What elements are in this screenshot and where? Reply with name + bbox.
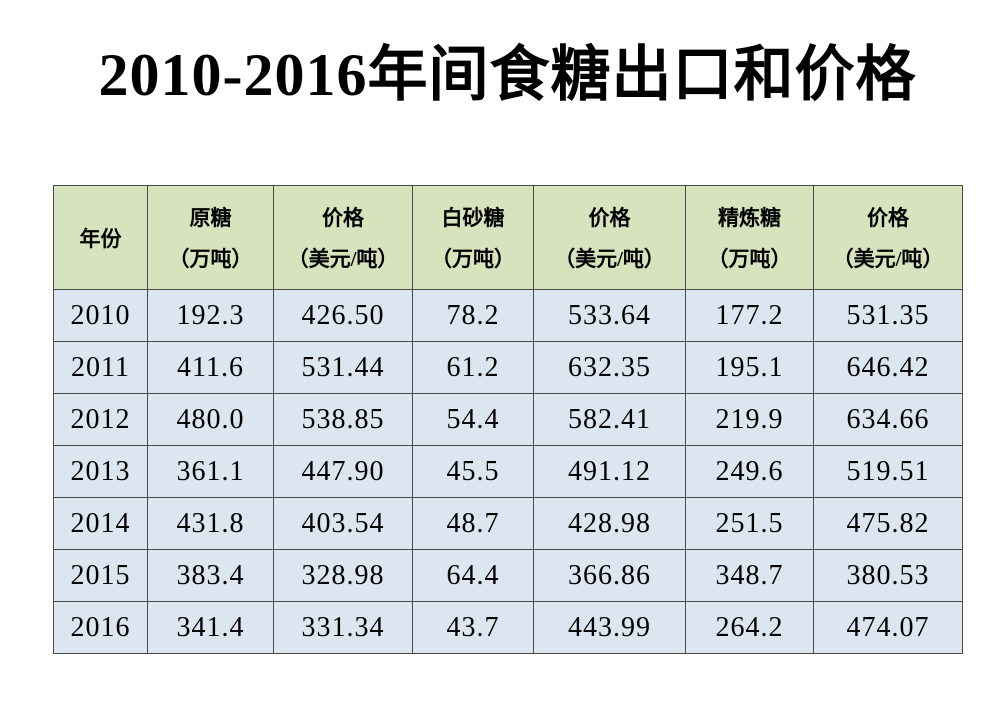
value-cell: 632.35 (533, 341, 686, 394)
value-cell: 531.35 (813, 289, 963, 342)
table-row: 2016 341.4 331.34 43.7 443.99 264.2 474.07 (53, 601, 963, 654)
value-cell: 43.7 (412, 601, 534, 654)
value-cell: 48.7 (412, 497, 534, 550)
value-cell: 366.86 (533, 549, 686, 602)
value-cell: 533.64 (533, 289, 686, 342)
value-cell: 431.8 (147, 497, 274, 550)
value-cell: 380.53 (813, 549, 963, 602)
year-cell: 2015 (53, 549, 148, 602)
value-cell: 538.85 (273, 393, 413, 446)
value-cell: 177.2 (685, 289, 814, 342)
year-cell: 2011 (53, 341, 148, 394)
year-cell: 2016 (53, 601, 148, 654)
sugar-export-price-table: 年份 原糖 （万吨） 价格 （美元/吨） 白砂糖 （万吨） 价格 （美元/吨） 精炼糖 （万吨） 价格… (53, 185, 963, 654)
table-row: 2015 383.4 328.98 64.4 366.86 348.7 380.53 (53, 549, 963, 602)
table-row: 2013 361.1 447.90 45.5 491.12 249.6 519.51 (53, 445, 963, 498)
value-cell: 251.5 (685, 497, 814, 550)
year-cell: 2012 (53, 393, 148, 446)
column-header-unit: （万吨） (168, 247, 253, 272)
value-cell: 78.2 (412, 289, 534, 342)
value-cell: 403.54 (273, 497, 413, 550)
value-cell: 426.50 (273, 289, 413, 342)
year-cell: 2014 (53, 497, 148, 550)
column-header-label: 白砂糖 (441, 205, 505, 230)
value-cell: 474.07 (813, 601, 963, 654)
column-header-label: 原糖 (189, 205, 232, 230)
value-cell: 582.41 (533, 393, 686, 446)
value-cell: 519.51 (813, 445, 963, 498)
column-header-label: 精炼糖 (718, 205, 781, 230)
table-row: 2014 431.8 403.54 48.7 428.98 251.5 475.82 (53, 497, 963, 550)
value-cell: 54.4 (412, 393, 534, 446)
column-header-label: 价格 (588, 205, 631, 230)
value-cell: 45.5 (412, 445, 534, 498)
column-header-unit: （美元/吨） (287, 247, 399, 272)
value-cell: 383.4 (147, 549, 274, 602)
value-cell: 411.6 (147, 341, 274, 394)
value-cell: 634.66 (813, 393, 963, 446)
column-header: 价格 （美元/吨） (813, 185, 963, 290)
value-cell: 361.1 (147, 445, 274, 498)
table-header-row: 年份 原糖 （万吨） 价格 （美元/吨） 白砂糖 （万吨） 价格 （美元/吨） 精炼糖 （万吨） 价格… (53, 185, 963, 290)
value-cell: 646.42 (813, 341, 963, 394)
value-cell: 480.0 (147, 393, 274, 446)
value-cell: 491.12 (533, 445, 686, 498)
column-header: 精炼糖 （万吨） (685, 185, 814, 290)
table-row: 2012 480.0 538.85 54.4 582.41 219.9 634.66 (53, 393, 963, 446)
value-cell: 531.44 (273, 341, 413, 394)
value-cell: 348.7 (685, 549, 814, 602)
value-cell: 249.6 (685, 445, 814, 498)
column-header-label: 年份 (79, 226, 122, 251)
column-header: 价格 （美元/吨） (273, 185, 413, 290)
value-cell: 64.4 (412, 549, 534, 602)
page-title: 2010-2016年间食糖出口和价格 (98, 42, 917, 108)
value-cell: 341.4 (147, 601, 274, 654)
value-cell: 192.3 (147, 289, 274, 342)
value-cell: 447.90 (273, 445, 413, 498)
column-header-label: 价格 (867, 205, 909, 230)
value-cell: 264.2 (685, 601, 814, 654)
column-header-unit: （美元/吨） (554, 247, 665, 272)
column-header: 年份 (53, 185, 148, 290)
column-header-label: 价格 (322, 205, 364, 230)
value-cell: 443.99 (533, 601, 686, 654)
value-cell: 61.2 (412, 341, 534, 394)
column-header-unit: （万吨） (707, 247, 792, 272)
table-row: 2010 192.3 426.50 78.2 533.64 177.2 531.35 (53, 289, 963, 342)
table-body: 2010 192.3 426.50 78.2 533.64 177.2 531.35 2011… (53, 289, 963, 654)
column-header: 白砂糖 （万吨） (412, 185, 534, 290)
column-header-unit: （万吨） (431, 247, 515, 272)
value-cell: 328.98 (273, 549, 413, 602)
value-cell: 475.82 (813, 497, 963, 550)
column-header-unit: （美元/吨） (832, 247, 944, 272)
table-row: 2011 411.6 531.44 61.2 632.35 195.1 646.42 (53, 341, 963, 394)
column-header: 价格 （美元/吨） (533, 185, 686, 290)
value-cell: 219.9 (685, 393, 814, 446)
year-cell: 2013 (53, 445, 148, 498)
value-cell: 428.98 (533, 497, 686, 550)
value-cell: 195.1 (685, 341, 814, 394)
column-header: 原糖 （万吨） (147, 185, 274, 290)
value-cell: 331.34 (273, 601, 413, 654)
year-cell: 2010 (53, 289, 148, 342)
